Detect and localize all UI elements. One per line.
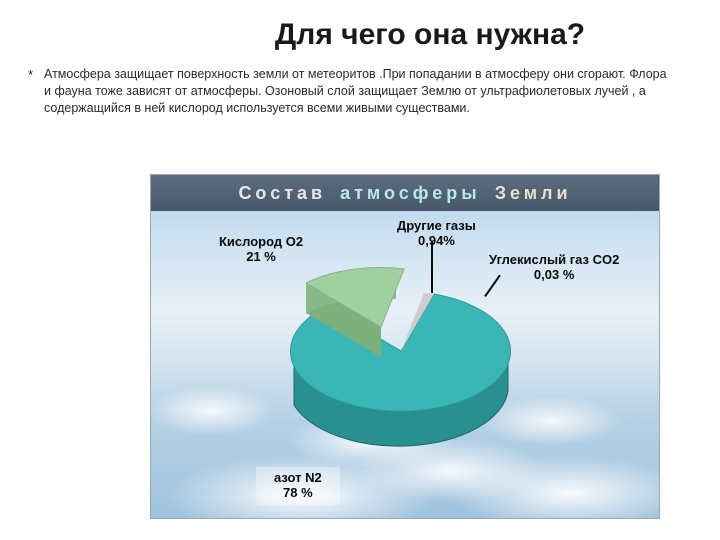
label-o2: Кислород O2 21 % — [213, 233, 309, 267]
label-n2: азот N2 78 % — [256, 467, 340, 505]
body-paragraph: * Атмосфера защищает поверхность земли о… — [0, 58, 720, 117]
paragraph-text: Атмосфера защищает поверхность земли от … — [44, 67, 667, 115]
chart-panel: Состав атмосферы Земли Кислород O2 — [150, 174, 660, 519]
chart-title-word-2: атмосферы — [340, 183, 481, 204]
label-co2: Углекислый газ CO2 0,03 % — [483, 251, 625, 285]
pie-chart — [256, 271, 536, 471]
bullet-star-icon: * — [28, 66, 33, 84]
pie-svg — [256, 271, 536, 471]
chart-title-word-3: Земли — [495, 183, 572, 204]
slide-title: Для чего она нужна? — [0, 0, 720, 58]
chart-title-bar: Состав атмосферы Земли — [151, 175, 659, 211]
label-other: Другие газы 0,94% — [391, 217, 482, 251]
chart-title-word-1: Состав — [238, 183, 326, 204]
